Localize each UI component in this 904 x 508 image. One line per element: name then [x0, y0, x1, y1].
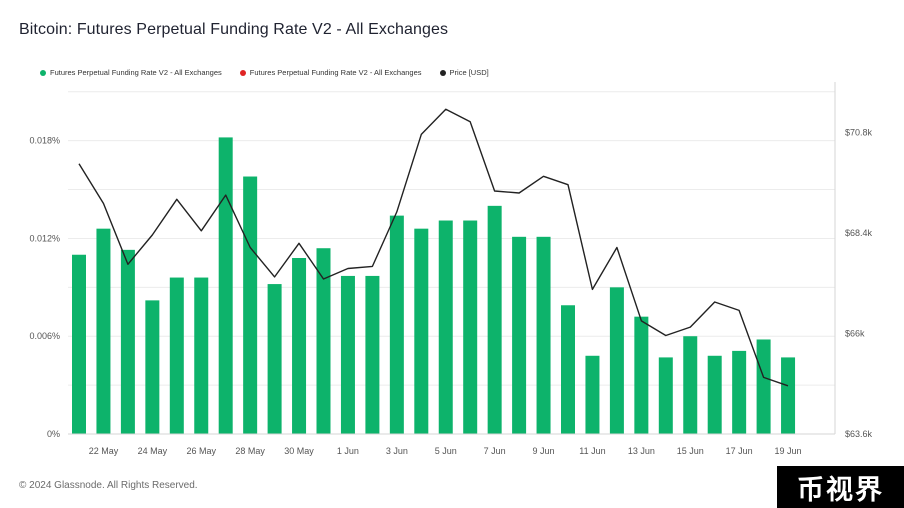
funding-rate-bar — [756, 339, 771, 434]
funding-rate-bar — [585, 355, 600, 434]
funding-rate-bar — [781, 357, 796, 434]
legend-label: Futures Perpetual Funding Rate V2 - All … — [50, 68, 222, 77]
funding-rate-bar — [732, 350, 747, 434]
legend-dot-red-icon — [239, 69, 246, 76]
funding-rate-bar — [218, 137, 233, 434]
x-tick-label: 11 Jun — [579, 446, 605, 456]
legend-dot-green-icon — [40, 69, 46, 76]
funding-rate-bar — [512, 236, 527, 434]
funding-rate-bar — [365, 275, 380, 434]
y-right-tick-label: $70.8k — [845, 127, 873, 137]
y-right-tick-label: $63.6k — [845, 429, 873, 439]
legend-label: Price [USD] — [449, 68, 489, 77]
x-tick-label: 30 May — [284, 446, 314, 456]
x-tick-label: 19 Jun — [775, 446, 802, 456]
funding-rate-bar — [120, 249, 135, 434]
funding-rate-bar — [609, 287, 624, 434]
legend-label: Futures Perpetual Funding Rate V2 - All … — [249, 68, 422, 77]
x-tick-label: 5 Jun — [435, 446, 457, 456]
y-right-tick-label: $66k — [845, 328, 865, 338]
funding-rate-bar — [194, 277, 209, 434]
legend-item-funding-rate[interactable]: Futures Perpetual Funding Rate V2 - All … — [40, 68, 222, 77]
y-left-tick-label: 0.018% — [29, 136, 60, 146]
x-tick-label: 17 Jun — [726, 446, 753, 456]
x-tick-label: 24 May — [138, 446, 168, 456]
funding-rate-bar — [72, 254, 86, 434]
price-line-series — [78, 108, 789, 387]
x-tick-label: 13 Jun — [628, 446, 655, 456]
funding-rate-bar — [292, 258, 307, 434]
legend-dot-black-icon — [439, 69, 446, 76]
funding-rate-bar — [634, 316, 649, 434]
bar-series — [72, 137, 796, 434]
chart-area: 0% 0.006% 0.012% 0.018% $63.6k $66k $68.4k $70.… — [29, 82, 873, 456]
y-left-tick-label: 0% — [47, 429, 60, 439]
price-line — [78, 108, 789, 387]
chart-title: Bitcoin: Futures Perpetual Funding Rate … — [19, 21, 449, 38]
x-tick-label: 26 May — [186, 446, 216, 456]
funding-rate-bar — [463, 220, 478, 434]
funding-rate-bar — [145, 300, 160, 434]
funding-rate-bar — [340, 275, 355, 434]
funding-rate-bar — [243, 176, 258, 434]
copyright-footer: © 2024 Glassnode. All Rights Reserved. — [19, 480, 198, 491]
funding-rate-bar — [658, 357, 673, 434]
x-tick-label: 7 Jun — [484, 446, 506, 456]
x-tick-label: 22 May — [89, 446, 119, 456]
legend-item-funding-rate-negative[interactable]: Futures Perpetual Funding Rate V2 - All … — [239, 68, 422, 77]
funding-rate-bar — [707, 355, 722, 434]
funding-rate-bar — [267, 284, 282, 434]
watermark-logo: 币视界 — [777, 466, 904, 508]
axes: 0% 0.006% 0.012% 0.018% $63.6k $66k $68.4k $70.… — [29, 82, 873, 456]
funding-rate-bar — [438, 220, 453, 434]
funding-rate-bar — [389, 215, 404, 434]
x-tick-label: 15 Jun — [677, 446, 704, 456]
y-left-tick-label: 0.012% — [29, 233, 60, 243]
x-tick-label: 28 May — [235, 446, 265, 456]
funding-rate-bar — [96, 228, 111, 434]
funding-rate-bar — [169, 277, 184, 434]
x-tick-label: 9 Jun — [533, 446, 555, 456]
y-right-tick-label: $68.4k — [845, 228, 873, 238]
legend-item-price[interactable]: Price [USD] — [439, 68, 489, 77]
funding-rate-bar — [561, 305, 575, 434]
chart-legend: Futures Perpetual Funding Rate V2 - All … — [40, 68, 489, 77]
funding-rate-bar — [316, 248, 331, 434]
x-tick-label: 3 Jun — [386, 446, 408, 456]
x-tick-label: 1 Jun — [337, 446, 359, 456]
funding-rate-bar — [536, 236, 551, 434]
funding-rate-bar — [487, 205, 502, 434]
y-left-tick-label: 0.006% — [29, 331, 60, 341]
funding-rate-bar — [683, 336, 698, 434]
funding-rate-bar — [414, 228, 429, 434]
